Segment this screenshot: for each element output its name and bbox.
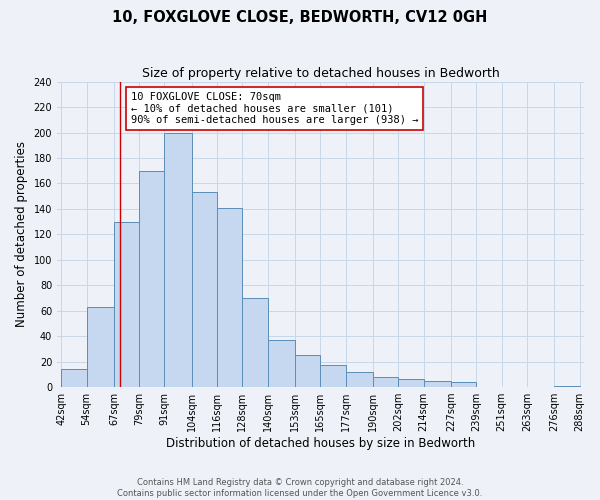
Y-axis label: Number of detached properties: Number of detached properties — [15, 142, 28, 328]
Bar — [451, 382, 476, 387]
Text: 10, FOXGLOVE CLOSE, BEDWORTH, CV12 0GH: 10, FOXGLOVE CLOSE, BEDWORTH, CV12 0GH — [112, 10, 488, 25]
Bar — [268, 340, 295, 387]
Bar — [554, 386, 580, 387]
Bar — [217, 208, 242, 387]
Bar — [192, 192, 217, 387]
Bar — [295, 356, 320, 387]
Bar — [424, 380, 451, 387]
Bar — [86, 307, 114, 387]
Bar — [61, 370, 86, 387]
Title: Size of property relative to detached houses in Bedworth: Size of property relative to detached ho… — [142, 68, 499, 80]
Bar — [373, 377, 398, 387]
Bar — [346, 372, 373, 387]
Text: 10 FOXGLOVE CLOSE: 70sqm
← 10% of detached houses are smaller (101)
90% of semi-: 10 FOXGLOVE CLOSE: 70sqm ← 10% of detach… — [131, 92, 418, 125]
X-axis label: Distribution of detached houses by size in Bedworth: Distribution of detached houses by size … — [166, 437, 475, 450]
Bar — [398, 380, 424, 387]
Bar — [114, 222, 139, 387]
Bar — [320, 366, 346, 387]
Text: Contains HM Land Registry data © Crown copyright and database right 2024.
Contai: Contains HM Land Registry data © Crown c… — [118, 478, 482, 498]
Bar — [164, 132, 192, 387]
Bar — [242, 298, 268, 387]
Bar — [139, 170, 164, 387]
